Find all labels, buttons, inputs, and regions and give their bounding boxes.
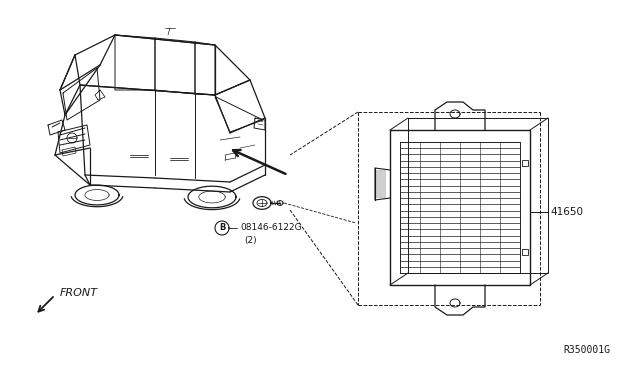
Text: 41650: 41650	[550, 207, 583, 217]
Text: FRONT: FRONT	[60, 288, 98, 298]
Text: (2): (2)	[244, 237, 257, 246]
Text: 08146-6122G: 08146-6122G	[240, 224, 301, 232]
Bar	[522, 160, 528, 166]
Text: R350001G: R350001G	[563, 345, 610, 355]
Bar	[522, 249, 528, 255]
Text: B: B	[219, 224, 225, 232]
